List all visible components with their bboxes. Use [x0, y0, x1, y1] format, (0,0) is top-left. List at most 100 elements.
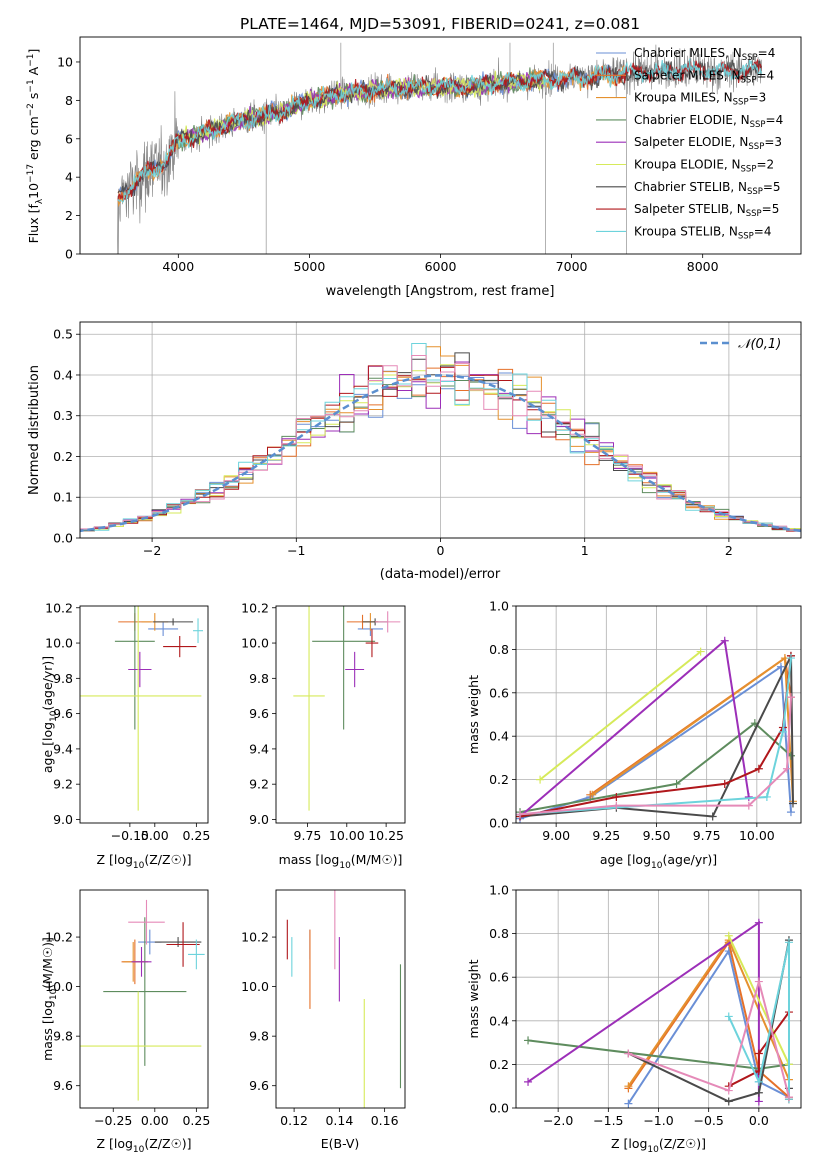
legend-label: Salpeter ELODIE, NSSP=3	[634, 135, 782, 152]
weight-point-marker	[524, 1077, 533, 1086]
weight-point-marker	[612, 801, 621, 810]
weight-point-marker	[754, 1097, 763, 1106]
legend-label: Kroupa ELODIE, NSSP=2	[634, 158, 774, 175]
y-tick-label: 6	[65, 131, 73, 146]
y-tick-label: 0.4	[489, 729, 509, 744]
weight-point-marker	[784, 1093, 793, 1102]
y-tick-label: 0.4	[53, 367, 73, 382]
y-tick-label: 8	[65, 93, 73, 108]
x-tick-label: −2.0	[543, 1113, 573, 1128]
y-tick-label: 4	[65, 170, 73, 185]
legend-label: Kroupa MILES, NSSP=3	[634, 91, 766, 108]
y-tick-label: 0.2	[489, 1057, 509, 1072]
legend-label: Kroupa STELIB, NSSP=4	[634, 224, 772, 241]
plot-area	[80, 899, 205, 1101]
y-tick-label: 9.0	[249, 812, 269, 827]
weight-point-marker	[754, 977, 763, 986]
axes-frame	[275, 605, 406, 824]
x-tick-label: 0.00	[141, 828, 169, 843]
weight-series-line	[727, 935, 790, 1065]
legend-label: Chabrier MILES, NSSP=4	[634, 46, 775, 63]
plot-area	[80, 343, 801, 533]
weight-point-marker	[720, 636, 729, 645]
y-tick-label: 1.0	[489, 883, 509, 898]
weight-point-marker	[788, 799, 797, 808]
plot-area	[524, 918, 793, 1108]
weight-point-marker	[624, 1049, 633, 1058]
y-tick-label: 10.2	[241, 930, 269, 945]
weight-series-line	[628, 977, 790, 1098]
y-tick-label: 10.0	[241, 636, 269, 651]
weight-point-marker	[778, 727, 787, 736]
weight-series-line	[519, 664, 792, 820]
weight-point-marker	[776, 662, 785, 671]
weight-point-marker	[762, 792, 771, 801]
weight-point-marker	[754, 1077, 763, 1086]
weight-series-line	[519, 721, 792, 814]
y-tick-label: 9.6	[249, 706, 269, 721]
x-tick-label: 9.75	[294, 828, 322, 843]
axes-frame	[515, 889, 802, 1109]
x-tick-label: 9.00	[542, 828, 570, 843]
y-tick-label: 0.2	[489, 772, 509, 787]
weight-point-marker	[724, 1086, 733, 1095]
y-tick-label: 9.6	[53, 706, 73, 721]
x-axis-label: Z [log10(Z/Z☉)]	[611, 1136, 706, 1155]
legend-label: Chabrier ELODIE, NSSP=4	[634, 113, 783, 130]
x-tick-label: 0.12	[280, 1113, 308, 1128]
weight-point-marker	[708, 812, 717, 821]
axes-frame	[79, 36, 802, 255]
y-tick-label: 9.2	[249, 777, 269, 792]
y-tick-label: 10.2	[241, 600, 269, 615]
weight-point-marker	[672, 779, 681, 788]
figure-title: PLATE=1464, MJD=53091, FIBERID=0241, z=0…	[240, 15, 640, 33]
model-spectrum-line	[117, 58, 762, 204]
weight-series-line	[727, 942, 790, 1100]
legend-label: Chabrier STELIB, NSSP=5	[634, 180, 781, 197]
x-axis-label: Z [log10(Z/Z☉)]	[96, 1136, 191, 1155]
y-axis-label: Normed distribution	[27, 365, 42, 495]
plot-area	[116, 42, 762, 254]
x-tick-label: −1.5	[593, 1113, 623, 1128]
y-tick-label: 9.8	[53, 671, 73, 686]
weight-point-marker	[612, 792, 621, 801]
y-tick-label: 9.2	[53, 777, 73, 792]
y-tick-label: 0.2	[53, 449, 73, 464]
legend-label: Salpeter STELIB, NSSP=5	[634, 202, 779, 219]
weight-series-line	[519, 638, 750, 818]
y-axis-label: Flux [fλ10−17 erg cm−2 s−1 A−1]	[26, 49, 45, 244]
weight-point-marker	[696, 647, 705, 656]
y-tick-label: 0.5	[53, 327, 73, 342]
x-tick-label: 1	[581, 543, 589, 558]
x-tick-label: −1	[287, 543, 305, 558]
y-axis-label: mass weight	[466, 959, 481, 1038]
x-tick-label: 5000	[294, 259, 326, 274]
plot-area	[286, 890, 402, 1108]
y-tick-label: 9.8	[53, 1029, 73, 1044]
weight-point-marker	[724, 1012, 733, 1021]
y-tick-label: 0.8	[489, 926, 509, 941]
x-tick-label: 0.0	[749, 1113, 769, 1128]
weight-point-marker	[786, 654, 795, 663]
chart-age_vs_Z: −0.150.00 0.25 9.0 9.2 9.4 9.6 9.8 10.0 10.2 Z [l…	[40, 600, 210, 871]
y-tick-label: 0.3	[53, 408, 73, 423]
x-tick-label: 2	[725, 543, 733, 558]
y-tick-label: 9.6	[53, 1078, 73, 1093]
axes-frame	[275, 889, 406, 1109]
legend-label: Salpeter MILES, NSSP=4	[634, 68, 774, 85]
weight-point-marker	[754, 764, 763, 773]
x-tick-label: 10.25	[368, 828, 404, 843]
axes-frame	[79, 605, 209, 824]
x-tick-label: 0.14	[325, 1113, 353, 1128]
weight-point-marker	[720, 779, 729, 788]
chart-residuals: −2 −1 0 1 2 0.0 0.1 0.2 0.3 0.4 0.5 𝒩(0,1) (data-mod…	[27, 321, 802, 582]
y-tick-label: 10.0	[45, 979, 73, 994]
x-tick-label: 10.00	[739, 828, 775, 843]
chart-weight_vs_Z: −2.0 −1.5 −1.0 −0.5 0.0 0.0 0.2 0.4 0.6 0.8 1.0 Z […	[466, 883, 802, 1155]
weight-point-marker	[516, 810, 525, 819]
weight-point-marker	[786, 808, 795, 817]
weight-series-line	[539, 650, 702, 781]
weight-point-marker	[754, 918, 763, 927]
chart-spectrum: 4000 5000 6000 7000 8000 0 2 4 6 8 10 Chabrier MILE…	[26, 36, 802, 299]
